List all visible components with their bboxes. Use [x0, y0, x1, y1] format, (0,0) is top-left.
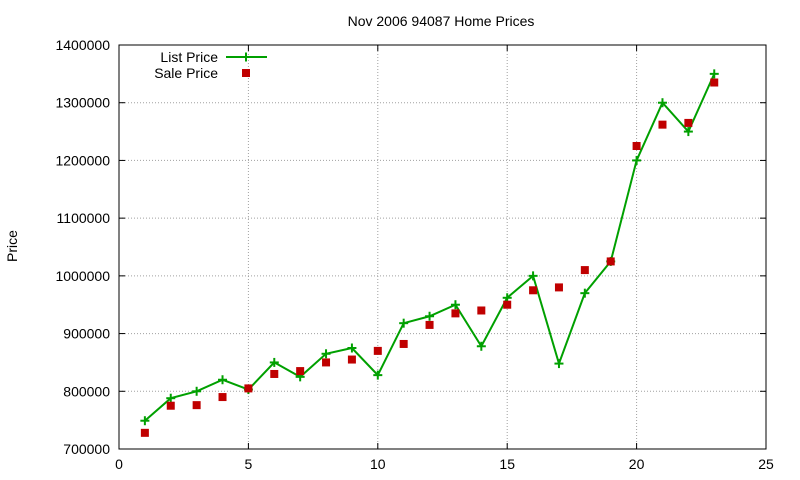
data-point	[580, 288, 590, 298]
data-point	[503, 300, 512, 309]
y-tick-label: 1100000	[57, 210, 111, 226]
data-point	[632, 142, 641, 150]
x-tick-label: 10	[370, 456, 386, 472]
data-point	[709, 69, 719, 79]
series-sale-price	[140, 78, 719, 437]
data-point	[347, 355, 356, 364]
x-tick-label: 15	[499, 456, 515, 472]
data-point	[218, 375, 228, 385]
data-point	[373, 370, 383, 380]
x-tick-label: 20	[629, 456, 645, 472]
data-point	[399, 339, 408, 348]
chart-title: Nov 2006 94087 Home Prices	[348, 13, 535, 29]
y-axis: 700000 800000 900000 1000000 1100000 1200000 1…	[55, 37, 766, 457]
data-point	[218, 393, 227, 402]
data-point	[425, 320, 434, 329]
data-point	[244, 384, 253, 393]
data-point	[477, 306, 486, 315]
data-point	[140, 416, 150, 426]
x-tick-label: 25	[758, 456, 774, 472]
series	[140, 69, 719, 437]
y-tick-label: 800000	[63, 383, 110, 399]
data-point	[192, 401, 201, 410]
data-point	[166, 401, 175, 410]
data-point	[658, 120, 667, 129]
legend-marker	[241, 52, 251, 62]
data-point	[451, 309, 460, 318]
y-tick-label: 1000000	[55, 268, 110, 284]
data-point	[140, 428, 149, 437]
data-point	[321, 349, 331, 359]
data-point	[580, 266, 589, 275]
data-point	[657, 98, 667, 108]
legend-marker	[242, 69, 250, 77]
data-point	[632, 155, 642, 165]
data-point	[710, 78, 719, 87]
data-point	[476, 341, 486, 351]
legend-label: Sale Price	[154, 65, 218, 81]
y-tick-label: 900000	[63, 326, 110, 342]
series-line	[144, 73, 716, 422]
data-point	[269, 357, 279, 367]
data-point	[322, 358, 331, 367]
data-point	[399, 318, 409, 328]
data-point	[554, 359, 564, 369]
data-point	[425, 311, 435, 321]
series-list-price	[140, 69, 719, 426]
y-tick-label: 700000	[63, 441, 110, 457]
y-axis-label: Price	[4, 230, 20, 262]
data-point	[683, 127, 693, 137]
data-point	[192, 386, 202, 396]
data-point	[166, 393, 176, 403]
data-point	[347, 343, 357, 353]
y-tick-label: 1200000	[55, 152, 110, 168]
y-tick-label: 1400000	[55, 37, 110, 53]
x-tick-label: 0	[115, 456, 123, 472]
data-point	[270, 369, 279, 378]
x-tick-label: 5	[245, 456, 253, 472]
legend-label: List Price	[160, 49, 218, 65]
plot-frame	[118, 44, 767, 450]
data-point	[450, 300, 460, 310]
data-point	[373, 346, 382, 355]
x-axis: 0 5 10 15 20 25	[115, 45, 774, 472]
data-point	[529, 286, 538, 295]
y-tick-label: 1300000	[55, 95, 110, 111]
data-point	[554, 283, 563, 292]
data-point	[296, 367, 305, 376]
data-point	[528, 271, 538, 281]
grid	[119, 45, 766, 449]
data-point	[684, 118, 693, 127]
data-point	[606, 257, 615, 266]
